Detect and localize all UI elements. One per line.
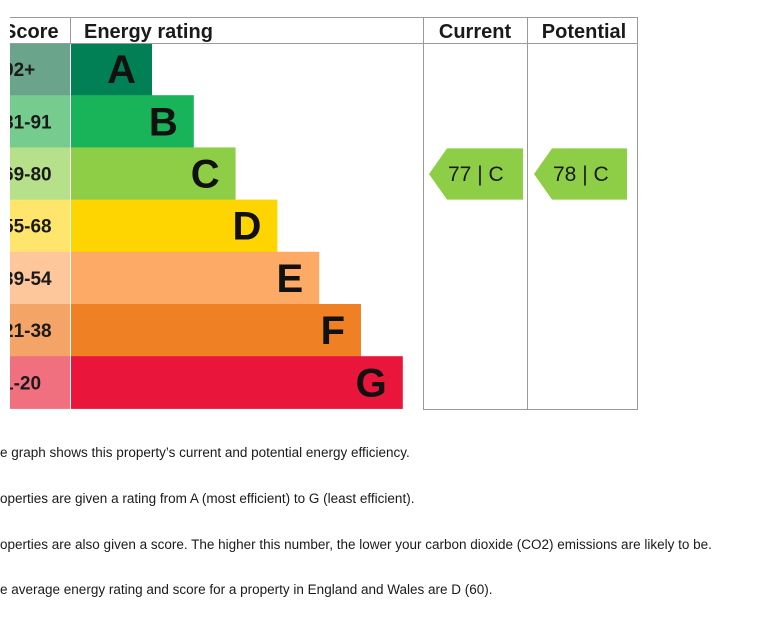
band-letter-a: A [107, 48, 136, 92]
potential-rating-label: 78 | C [553, 163, 609, 186]
energy-rating-header: Energy rating [84, 21, 213, 43]
left-crop-mask [0, 0, 10, 420]
energy-rating-chart: 92+ A81-91 B69-80 C55-68 D39-54 E21-38 F1-20 G … [0, 0, 638, 420]
band-bar-a [71, 43, 152, 96]
band-bar-f [71, 304, 361, 357]
band-bar-c [71, 147, 236, 201]
score-label-c: 69-80 [3, 165, 52, 186]
score-label-g: 1-20 [3, 373, 41, 394]
score-cell-d [0, 199, 70, 253]
band-letter-e: E [277, 257, 304, 301]
score-cell-b [0, 95, 70, 148]
band-letter-f: F [321, 309, 345, 353]
grid-layer [10, 17, 638, 410]
score-label-e: 39-54 [3, 269, 52, 290]
score-cell-e [0, 251, 70, 305]
info-paragraph-2: operties are given a rating from A (most… [0, 491, 415, 506]
band-letter-b: B [149, 100, 178, 144]
band-letter-c: C [191, 153, 220, 197]
potential-header: Potential [542, 21, 626, 43]
score-label-b: 81-91 [3, 112, 52, 133]
band-layer: 92+ A 81-91 B 69-80 C 55-68 D 39-54 E 21-38 F 1-20 G [0, 43, 403, 409]
score-label-d: 55-68 [3, 217, 52, 238]
band-letter-g: G [356, 361, 387, 405]
current-rating-label: 77 | C [448, 163, 504, 186]
score-label-f: 21-38 [3, 321, 52, 342]
header-layer: Score Energy rating Current Potential [3, 21, 626, 43]
score-cell-f [0, 304, 70, 357]
indicator-layer: 77 | C 78 | C [429, 148, 627, 200]
score-cell-g [0, 356, 70, 409]
info-paragraph-3: operties are also given a score. The hig… [0, 537, 712, 552]
band-bar-g [71, 356, 403, 409]
band-bar-e [71, 251, 320, 305]
current-rating-arrow [429, 148, 523, 200]
band-letter-d: D [233, 205, 262, 249]
band-bar-b [71, 95, 194, 148]
score-cell-a [0, 43, 70, 96]
score-label-a: 92+ [3, 60, 35, 81]
current-header: Current [439, 21, 512, 43]
band-bar-d [71, 199, 278, 253]
score-cell-c [0, 147, 70, 201]
potential-rating-arrow [534, 148, 627, 200]
score-header: Score [3, 21, 59, 43]
info-paragraph-4: e average energy rating and score for a … [0, 582, 493, 597]
info-paragraph-1: e graph shows this property’s current an… [0, 445, 410, 460]
